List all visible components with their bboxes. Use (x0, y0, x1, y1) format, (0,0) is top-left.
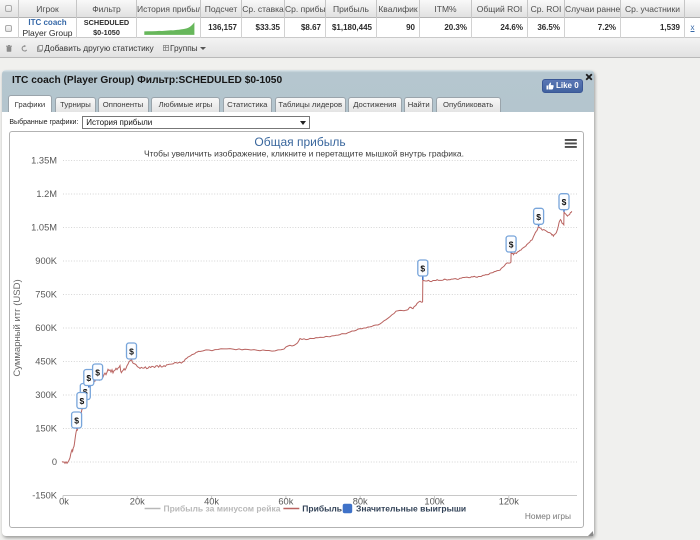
svg-text:$: $ (129, 347, 134, 357)
svg-text:Значительные выигрыши: Значительные выигрыши (356, 504, 466, 514)
svg-text:1.35M: 1.35M (31, 156, 57, 166)
svg-text:60k: 60k (278, 497, 293, 507)
svg-text:0k: 0k (59, 497, 69, 507)
svg-text:100k: 100k (424, 497, 445, 507)
svg-text:1.05M: 1.05M (31, 223, 57, 233)
svg-text:300K: 300K (35, 390, 58, 400)
svg-text:$: $ (509, 240, 514, 250)
svg-text:80k: 80k (353, 497, 368, 507)
svg-text:Номер игры: Номер игры (525, 511, 571, 521)
svg-text:Суммарный итг (USD): Суммарный итг (USD) (12, 279, 23, 376)
svg-text:120k: 120k (499, 497, 520, 507)
svg-text:1.2M: 1.2M (36, 189, 57, 199)
svg-text:$: $ (74, 416, 79, 426)
svg-text:Прибыль: Прибыль (302, 504, 342, 514)
svg-text:20k: 20k (130, 497, 145, 507)
svg-text:40k: 40k (204, 497, 219, 507)
svg-text:Прибыль за минусом рейка: Прибыль за минусом рейка (164, 504, 281, 514)
svg-text:600K: 600K (35, 323, 58, 333)
svg-text:150K: 150K (35, 424, 58, 434)
svg-text:Чтобы увеличить изображение, к: Чтобы увеличить изображение, кликните и … (144, 149, 464, 159)
svg-text:$: $ (536, 212, 541, 222)
svg-text:$: $ (562, 197, 567, 207)
svg-text:$: $ (80, 396, 85, 406)
svg-text:$: $ (86, 373, 91, 383)
svg-text:$: $ (95, 368, 100, 378)
svg-text:Общая прибыль: Общая прибыль (254, 135, 345, 149)
svg-text:$: $ (420, 264, 425, 274)
svg-text:0: 0 (52, 457, 57, 467)
svg-text:450K: 450K (35, 357, 58, 367)
svg-text:750K: 750K (35, 290, 58, 300)
svg-text:-150K: -150K (32, 491, 58, 501)
svg-text:900K: 900K (35, 256, 58, 266)
